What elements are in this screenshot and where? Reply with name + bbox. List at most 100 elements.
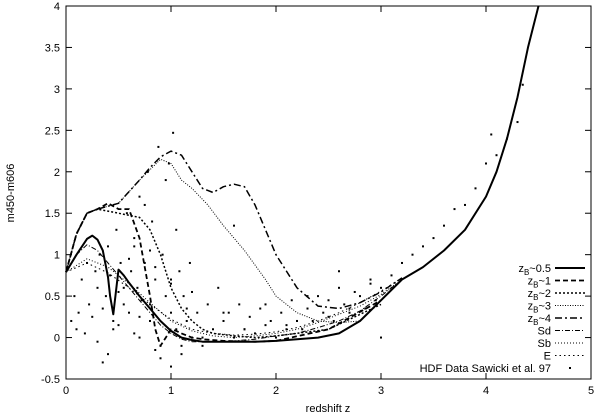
data-point [175,328,178,331]
data-point [201,336,204,339]
data-point [94,270,97,273]
data-point [130,270,133,273]
data-point [149,249,151,252]
data-point [243,328,246,331]
y-tick-label: 0.5 [45,291,60,303]
data-points-layer [70,83,524,368]
data-point [159,344,162,347]
data-point [306,295,309,298]
data-point [264,303,267,306]
data-point [133,332,136,335]
data-point [104,295,107,298]
data-point [164,295,167,298]
legend-label: zB~4 [528,313,551,327]
legend-label: zB~3 [528,301,551,315]
data-point [112,319,115,322]
legend-swatch [569,367,571,369]
data-point [380,336,382,339]
data-point [146,170,149,173]
data-point [322,311,325,314]
data-point [83,332,86,335]
data-point [285,328,288,331]
data-point [464,203,466,206]
data-point [128,257,130,260]
data-point [369,282,372,285]
data-point [138,336,141,339]
data-point [390,274,393,277]
data-point [101,307,104,310]
data-point [185,319,188,322]
data-point [117,290,120,293]
data-point [348,311,351,314]
data-point [364,307,367,310]
data-point [443,224,445,227]
data-point [109,274,112,277]
series-2-line [65,208,382,339]
data-point [227,311,230,314]
data-point [201,344,204,347]
data-point [96,340,99,343]
data-point [264,324,267,327]
data-point [327,299,330,302]
data-point [140,299,143,302]
data-point [233,224,235,227]
plot-frame [65,5,592,380]
data-point [86,261,88,264]
data-point [122,303,125,306]
data-point [259,307,262,310]
data-point [188,261,191,264]
data-point [136,286,139,289]
data-point [170,365,172,368]
data-point [238,303,241,306]
legend-label: zB~1 [528,276,551,290]
legend-label: zB~2 [528,288,551,302]
data-point [161,253,164,256]
data-point [233,336,235,339]
x-tick-label: 0 [63,385,69,397]
data-point [154,278,157,281]
series-1-line [65,202,382,347]
data-point [154,266,157,269]
data-point [222,319,225,322]
data-point [485,162,487,165]
data-point [180,353,183,356]
data-point [217,286,220,289]
x-tick-label: 1 [168,385,174,397]
data-point [143,203,146,206]
data-point [474,187,477,190]
data-point [122,286,125,289]
data-point [196,311,199,314]
data-point [73,295,76,298]
data-point [269,319,272,322]
axis-ticks [65,5,592,380]
data-point [401,261,403,264]
data-point [327,315,330,318]
data-point [164,179,167,182]
series-4-line [65,150,403,310]
data-point [170,282,172,285]
series-0-line [65,5,540,343]
data-point [285,324,288,327]
data-point [91,315,94,318]
data-point [191,290,193,293]
data-point [353,290,356,293]
data-point [149,303,151,306]
y-tick-label: 3.5 [45,42,60,54]
data-point [374,299,377,302]
data-point [359,295,361,298]
y-tick-label: -0.5 [41,374,60,386]
y-tick-label: 3 [54,84,60,96]
y-tick-label: 2.5 [45,125,60,137]
x-tick-label: 3 [378,385,384,397]
data-point [348,307,351,310]
data-point [138,315,141,318]
data-point [125,212,128,215]
data-point [151,220,154,223]
data-point [115,228,118,231]
data-point [290,299,293,302]
data-point [80,278,83,281]
data-point [178,270,181,273]
data-point [167,162,170,165]
